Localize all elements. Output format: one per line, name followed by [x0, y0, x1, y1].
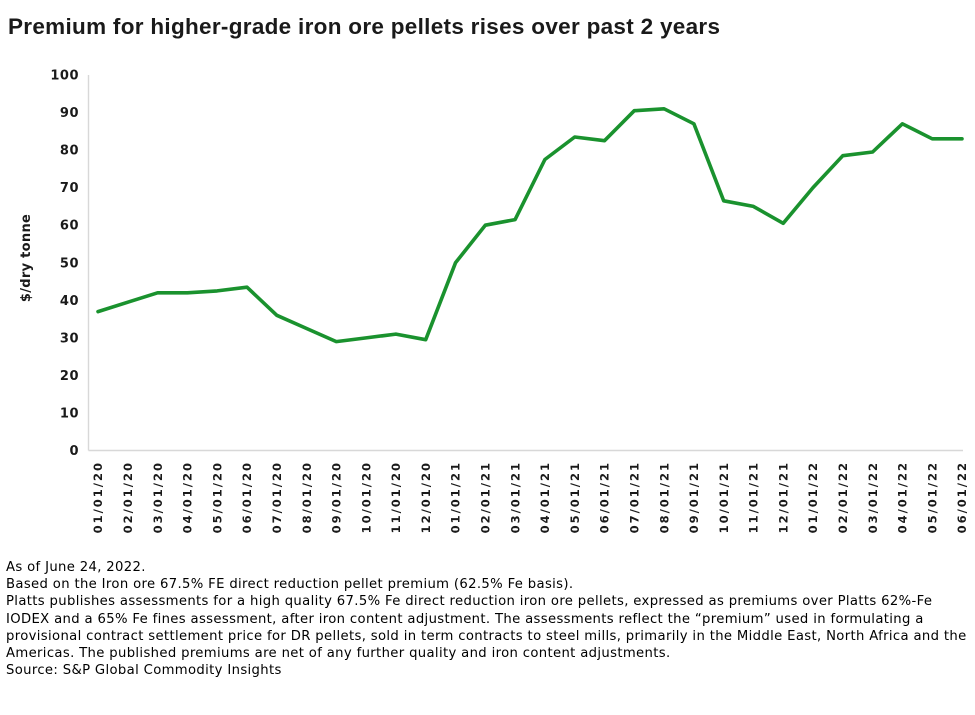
x-tick-label: 05/01/22 — [925, 461, 939, 533]
x-tick-label: 01/01/22 — [806, 461, 820, 533]
x-tick-label: 08/01/20 — [300, 461, 314, 533]
x-tick-label: 09/01/21 — [687, 461, 701, 533]
y-tick-label: 90 — [60, 106, 79, 121]
footnote-description: Platts publishes assessments for a high … — [6, 594, 967, 662]
x-tick-label: 09/01/20 — [330, 461, 344, 533]
x-tick-label: 02/01/22 — [836, 461, 850, 533]
x-tick-label: 03/01/22 — [866, 461, 880, 533]
x-tick-label: 07/01/20 — [270, 461, 284, 533]
chart-svg: 0 10 20 30 40 50 60 70 80 90 100 01/01/20 02/01/20 03… — [19, 69, 969, 534]
y-tick-label: 70 — [60, 181, 79, 196]
footnote-source: Source: S&P Global Commodity Insights — [6, 663, 282, 679]
x-tick-label: 02/01/21 — [479, 461, 493, 533]
premium-line — [96, 107, 964, 344]
y-tick-label: 20 — [60, 369, 79, 384]
x-tick-label: 06/01/22 — [955, 461, 969, 533]
y-tick-label: 80 — [60, 144, 79, 159]
x-tick-label: 01/01/20 — [91, 461, 105, 533]
x-tick-label: 04/01/21 — [538, 461, 552, 533]
x-tick-label: 05/01/21 — [568, 461, 582, 533]
x-tick-label: 06/01/21 — [598, 461, 612, 533]
y-tick-label: 0 — [69, 444, 79, 459]
y-tick-label: 60 — [60, 219, 79, 234]
y-tick-label: 30 — [60, 331, 79, 346]
x-tick-label: 04/01/22 — [896, 461, 910, 533]
y-tick-label: 10 — [60, 406, 79, 421]
x-tick-label: 10/01/21 — [717, 461, 731, 533]
x-tick-label: 03/01/20 — [151, 461, 165, 533]
x-tick-label: 06/01/20 — [240, 461, 254, 533]
x-tick-label: 12/01/20 — [419, 461, 433, 533]
footnote-basis: Based on the Iron ore 67.5% FE direct re… — [6, 577, 574, 593]
chart-title: Premium for higher-grade iron ore pellet… — [8, 14, 721, 39]
x-tick-label: 08/01/21 — [657, 461, 671, 533]
x-tick-label: 02/01/20 — [121, 461, 135, 533]
x-tick-label: 11/01/21 — [747, 461, 761, 533]
y-tick-label: 100 — [50, 69, 79, 84]
footnote-as-of: As of June 24, 2022. — [6, 560, 146, 575]
x-tick-label: 03/01/21 — [508, 461, 522, 533]
x-tick-label: 11/01/20 — [389, 461, 403, 533]
x-tick-label: 07/01/21 — [627, 461, 641, 533]
chart-footnotes: As of June 24, 2022. Based on the Iron o… — [6, 559, 972, 679]
y-axis-title: $/dry tonne — [19, 214, 34, 302]
x-tick-label: 04/01/20 — [181, 461, 195, 533]
x-tick-label: 05/01/20 — [210, 461, 224, 533]
x-tick-label: 10/01/20 — [359, 461, 373, 533]
x-tick-label: 01/01/21 — [449, 461, 463, 533]
y-tick-label: 40 — [60, 294, 79, 309]
x-tick-label: 12/01/21 — [776, 461, 790, 533]
y-tick-label: 50 — [60, 256, 79, 271]
